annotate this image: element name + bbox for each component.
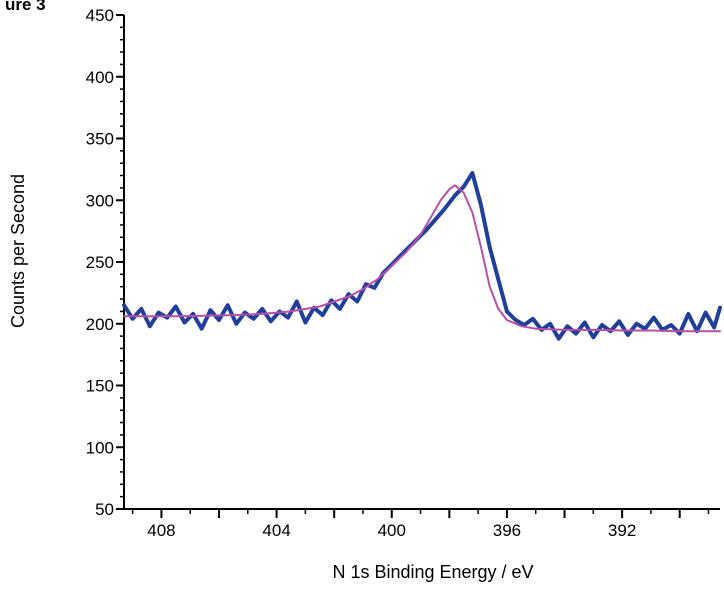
figure-title: ure 3	[5, 0, 46, 14]
y-tick-label: 400	[86, 68, 114, 87]
y-tick-label: 150	[86, 377, 114, 396]
y-tick-label: 50	[95, 500, 114, 519]
x-tick-label: 396	[493, 521, 521, 540]
x-tick-label: 408	[147, 521, 175, 540]
y-tick-label: 200	[86, 315, 114, 334]
y-tick-label: 250	[86, 253, 114, 272]
y-tick-label: 350	[86, 130, 114, 149]
y-tick-label: 100	[86, 438, 114, 457]
x-axis: 408 404 400 396 392	[124, 508, 720, 540]
measured-spectrum-line	[122, 171, 722, 341]
y-axis-title: Counts per Second	[8, 174, 28, 328]
x-axis-title: N 1s Binding Energy / eV	[332, 562, 533, 582]
x-tick-label: 392	[608, 521, 636, 540]
x-tick-label: 404	[262, 521, 290, 540]
y-tick-label: 300	[86, 191, 114, 210]
y-axis: 50 100 150 200 250 300 350 400 450	[86, 6, 125, 519]
fitted-curve-line	[123, 184, 721, 333]
y-tick-label: 450	[86, 6, 114, 25]
x-tick-label: 400	[378, 521, 406, 540]
plot-series	[122, 171, 722, 341]
